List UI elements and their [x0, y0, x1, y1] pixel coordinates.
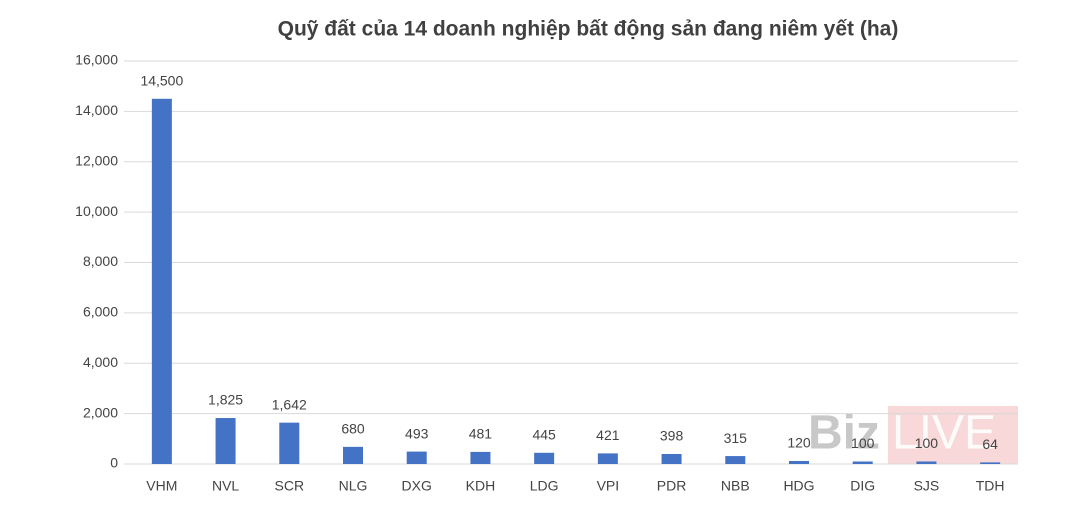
y-tick-label: 10,000 [75, 203, 118, 219]
bar [279, 422, 300, 464]
bar [470, 451, 491, 464]
chart-title: Quỹ đất của 14 doanh nghiệp bất động sản… [278, 18, 899, 41]
value-label: 100 [851, 435, 875, 451]
value-label: 1,825 [208, 392, 243, 408]
x-tick-label: NLG [339, 478, 368, 494]
y-tick-label: 8,000 [83, 253, 118, 269]
bar [725, 456, 746, 464]
y-tick-label: 16,000 [75, 52, 118, 68]
y-tick-label: 4,000 [83, 354, 118, 370]
x-tick-label: DXG [402, 478, 432, 494]
x-tick-label: SCR [275, 478, 305, 494]
value-label: 481 [469, 426, 493, 442]
y-tick-label: 14,000 [75, 102, 118, 118]
watermark-biz: Biz [808, 407, 880, 460]
x-tick-label: NBB [721, 478, 750, 494]
value-label: 1,642 [272, 396, 307, 412]
value-label: 100 [915, 435, 939, 451]
y-tick-label: 12,000 [75, 152, 118, 168]
x-tick-label: PDR [657, 478, 687, 494]
value-label: 64 [982, 436, 998, 452]
x-tick-label: HDG [783, 478, 814, 494]
value-label: 680 [341, 421, 365, 437]
y-tick-label: 6,000 [83, 304, 118, 320]
x-tick-label: KDH [466, 478, 496, 494]
bar [151, 98, 172, 464]
bar [534, 452, 555, 464]
bar [789, 460, 809, 464]
y-tick-label: 2,000 [83, 404, 118, 420]
x-tick-label: SJS [914, 478, 940, 494]
bar [916, 461, 937, 464]
watermark-box [888, 406, 1018, 464]
value-label: 14,500 [140, 72, 183, 88]
value-label: 445 [532, 426, 556, 442]
bar [980, 462, 1001, 464]
value-label: 315 [724, 430, 748, 446]
value-label: 120 [787, 435, 811, 451]
bar [343, 446, 363, 464]
bar [215, 418, 236, 464]
bar [597, 453, 618, 464]
x-tick-label: LDG [530, 478, 559, 494]
x-tick-label: TDH [976, 478, 1005, 494]
bar [661, 453, 682, 464]
bar [406, 451, 427, 464]
value-label: 421 [596, 427, 620, 443]
watermark-live: LIVE [892, 407, 996, 460]
value-label: 398 [660, 428, 684, 444]
x-tick-label: NVL [212, 478, 239, 494]
x-tick-label: VPI [597, 478, 620, 494]
x-tick-label: VHM [146, 478, 177, 494]
x-tick-label: DIG [850, 478, 875, 494]
value-label: 493 [405, 425, 429, 441]
y-tick-label: 0 [110, 455, 118, 471]
bar [852, 461, 873, 464]
